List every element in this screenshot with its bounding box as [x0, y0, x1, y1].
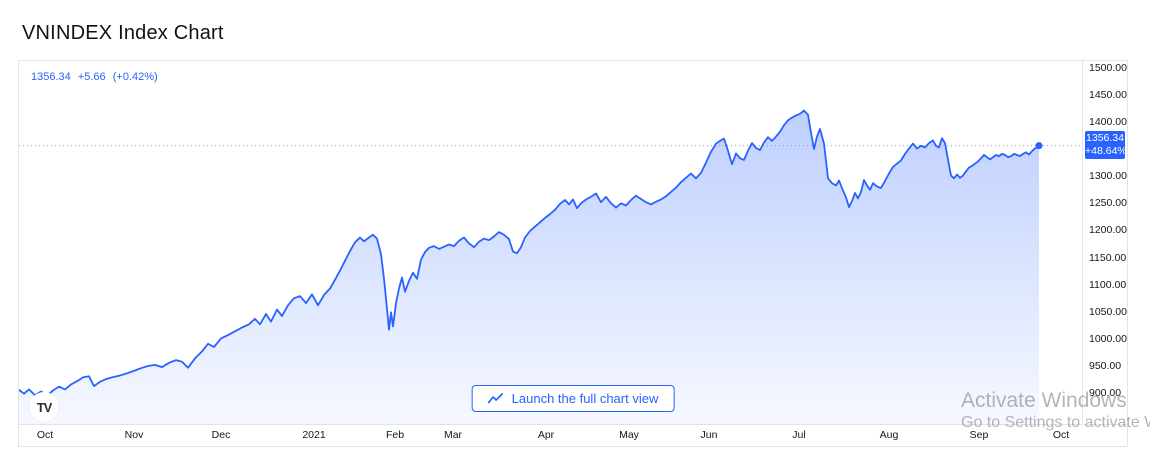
time-tick-label: May: [619, 429, 639, 441]
price-tick-label: 1150.00: [1089, 251, 1127, 264]
legend-change: +5.66: [77, 71, 106, 83]
time-tick-label: Oct: [1052, 429, 1070, 441]
symbol-legend: 1356.34 +5.66 (+0.42%): [31, 71, 162, 83]
price-tick-label: 950.00: [1089, 360, 1122, 373]
badge-ytd-change: +48.64%: [1085, 144, 1127, 157]
chart-widget: 1356.34 +5.66 (+0.42%) TV 1356.34 +48.64…: [18, 60, 1128, 447]
price-tick-label: 1100.00: [1089, 278, 1127, 291]
time-tick-label: Aug: [879, 429, 899, 441]
time-tick-label: Sep: [969, 429, 989, 441]
launch-full-chart-button[interactable]: Launch the full chart view: [471, 385, 675, 412]
price-axis[interactable]: 1356.34 +48.64% 1500.00 1450.00 1400.00 130…: [1082, 61, 1127, 425]
price-tick-label: 1400.00: [1089, 115, 1127, 128]
price-area-chart[interactable]: [19, 61, 1082, 425]
price-tick-label: 1500.00: [1089, 61, 1127, 74]
price-tick-label: 1250.00: [1089, 197, 1127, 210]
legend-price: 1356.34: [31, 71, 71, 83]
time-tick-label: Mar: [443, 429, 463, 441]
area-fill: [19, 110, 1039, 425]
last-price-badge: 1356.34 +48.64%: [1085, 130, 1127, 159]
time-tick-label: Jun: [700, 429, 718, 441]
line-chart-icon: [487, 393, 503, 404]
launch-button-label: Launch the full chart view: [511, 391, 659, 406]
time-tick-label: Oct: [36, 429, 54, 441]
badge-price: 1356.34: [1086, 131, 1124, 144]
legend-change-percent: (+0.42%): [112, 71, 158, 83]
price-tick-label: 1200.00: [1089, 224, 1127, 237]
time-tick-label: Nov: [124, 429, 144, 441]
price-tick-label: 900.00: [1089, 387, 1122, 400]
last-price-dot: [1035, 142, 1043, 150]
price-tick-label: 1000.00: [1089, 332, 1127, 345]
price-tick-label: 1050.00: [1089, 305, 1127, 318]
price-tick-label: 1300.00: [1089, 170, 1127, 183]
time-tick-label: Feb: [385, 429, 405, 441]
time-tick-label: 2021: [302, 429, 326, 441]
price-tick-label: 1450.00: [1089, 88, 1127, 101]
price-line: [19, 109, 1040, 397]
page-title: VNINDEX Index Chart: [22, 22, 224, 44]
tradingview-logo-text: TV: [36, 399, 53, 415]
time-tick-label: Dec: [211, 429, 231, 441]
time-axis[interactable]: Oct Nov Dec 2021 Feb Mar Apr May Jun Jul Aug Sep Oct: [19, 424, 1127, 446]
chart-plot-area[interactable]: 1356.34 +5.66 (+0.42%) TV: [19, 61, 1082, 425]
time-tick-label: Jul: [792, 429, 806, 441]
time-tick-label: Apr: [537, 429, 555, 441]
tradingview-logo-icon[interactable]: TV: [29, 392, 59, 422]
